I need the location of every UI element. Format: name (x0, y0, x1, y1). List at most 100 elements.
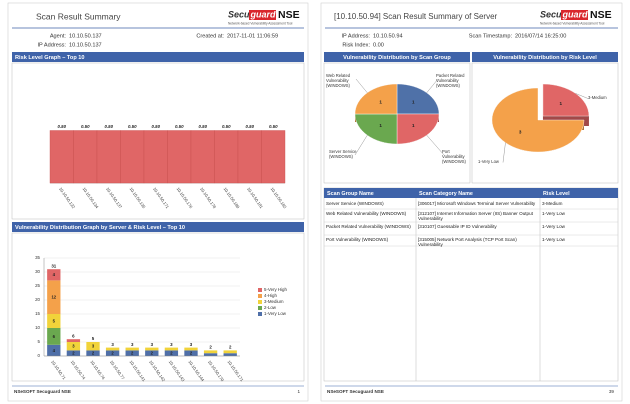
pie-slice (542, 83, 590, 117)
column-header: Risk Level (543, 191, 570, 197)
table-cell: 1-Very Low (542, 223, 565, 229)
y-tick-label: 25 (35, 283, 40, 288)
logo-badge (561, 10, 588, 20)
slice-value: 1 (379, 123, 382, 128)
page-number: 1 (297, 389, 300, 394)
section-title: Vulnerability Distribution Graph by Serv… (15, 225, 185, 231)
slice-value: 1 (379, 100, 382, 105)
table-cell: Port Vulnerability (WINDOWS) (326, 236, 389, 242)
section-title: Vulnerability Distribution by Risk Level (493, 55, 597, 61)
legend-label: 5-Very High (264, 287, 287, 292)
section-header (324, 52, 470, 62)
pie-slice (491, 87, 585, 153)
y-tick-label: 30 (35, 269, 40, 274)
value-label: 0.50 (81, 124, 90, 129)
bar-segment (105, 350, 120, 356)
bar-segment (47, 314, 61, 328)
leader-line (502, 142, 506, 163)
segment-label: 2 (72, 351, 75, 356)
bar-segment (145, 347, 159, 351)
pie-label: 1-Very Low (478, 159, 499, 164)
value-label: 0.50 (222, 124, 231, 129)
section-header (12, 52, 304, 62)
logo-brand: guard (562, 9, 589, 19)
total-label: 3 (131, 342, 134, 347)
pie-slice (354, 83, 398, 115)
leader-line (426, 78, 439, 93)
bar (167, 130, 192, 184)
bar-segment (145, 350, 159, 356)
footer-brand: NSeSOFT Secuguard NSE (327, 389, 384, 394)
legend-label: 4-High (264, 293, 277, 298)
chart-frame (11, 232, 305, 382)
value-label: 0.50 (151, 124, 160, 129)
table-cell: Packet Related Vulnerability (WINDOWS) (326, 223, 411, 229)
section-title: Risk Level Graph – Top 10 (15, 55, 85, 61)
section-header (472, 52, 618, 62)
legend-label: 1-Very Low (264, 311, 287, 316)
bar-segment (223, 350, 237, 354)
bar-segment (184, 347, 198, 351)
segment-label: 2 (151, 351, 154, 356)
pie-slice (354, 113, 398, 145)
value-label: 0.50 (198, 124, 207, 129)
segment-label: 12 (51, 295, 56, 300)
legend-swatch (258, 300, 262, 304)
total-label: 3 (111, 342, 114, 347)
bar-segment (203, 350, 218, 354)
logo-product: NSE (278, 9, 300, 21)
segment-label: 4 (53, 348, 56, 353)
value-label: 0.50 (245, 124, 254, 129)
bar-segment (47, 269, 61, 281)
table-cell: 3-Medium (542, 200, 563, 206)
pie-label: Port Vulnerability (WINDOWS) (442, 149, 466, 164)
table-cell: [312107] Internet Information Server (II… (418, 210, 533, 221)
table-cell: 1-Very Low (542, 236, 565, 242)
info-label: Created at: (196, 33, 224, 39)
total-label: 2 (209, 345, 212, 350)
section-title: Vulnerability Distribution by Scan Group (343, 55, 451, 61)
page-number: 39 (609, 389, 615, 394)
pie-slice (396, 113, 440, 145)
value-label: 0.50 (57, 124, 66, 129)
value-label: 0.50 (104, 124, 113, 129)
y-tick-label: 35 (35, 255, 40, 260)
leader-line (575, 93, 589, 99)
slice-value: 1 (412, 123, 415, 128)
total-label: 31 (51, 263, 56, 268)
total-label: 3 (151, 342, 154, 347)
bar (73, 130, 98, 184)
column-header: Scan Category Name (419, 191, 473, 197)
slice-value: 1 (560, 101, 563, 106)
logo-product: NSE (590, 9, 612, 21)
legend-swatch (258, 312, 262, 316)
leader-line (354, 135, 368, 156)
bar-segment (164, 350, 179, 356)
logo-tagline: Network-based Vulnerability Assessment T… (540, 21, 605, 25)
pie-label: 3-Medium (588, 95, 607, 100)
info-label: IP Address: (37, 42, 66, 48)
section-header (12, 222, 304, 232)
legend-swatch (258, 288, 262, 292)
bar-segment (86, 350, 100, 356)
segment-label: 2 (111, 351, 114, 356)
y-tick-label: 0 (38, 353, 41, 358)
bar (190, 130, 215, 184)
logo-tagline: Network-based Vulnerability Assessment T… (228, 21, 293, 25)
legend-label: 2-Low (264, 305, 277, 310)
pie-label: Web Related Vulnerability (WINDOWS) (326, 73, 351, 88)
bar-segment (47, 344, 61, 356)
logo-badge (249, 10, 276, 20)
footer-brand: NSeSOFT Secuguard NSE (14, 389, 71, 394)
bar-segment (66, 339, 81, 342)
bar (261, 130, 286, 184)
segment-label: 3 (92, 344, 95, 349)
segment-label: 2 (131, 351, 134, 356)
info-value: 2017-11-01 11:06:59 (227, 33, 278, 39)
chart-frame (11, 62, 305, 220)
legend-swatch (258, 306, 262, 310)
info-label: Risk Index: (342, 42, 370, 48)
info-value: 10.10.50.137 (69, 33, 102, 39)
